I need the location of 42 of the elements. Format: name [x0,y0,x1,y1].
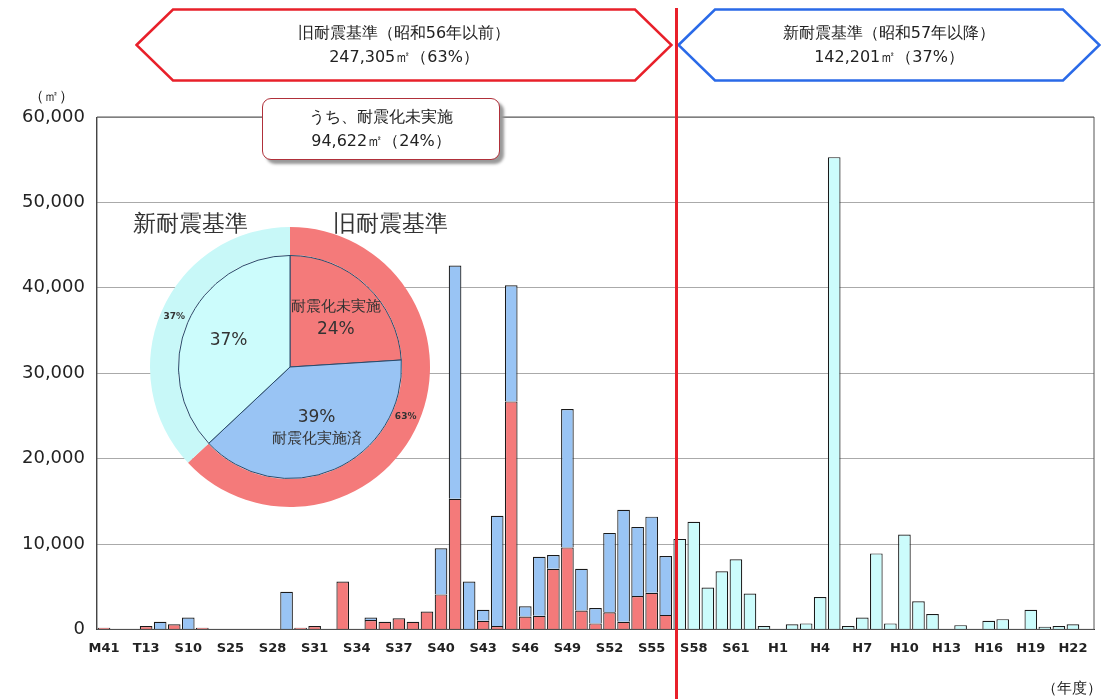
x-tick-label: S34 [343,639,371,655]
x-tick-label: S37 [385,639,413,655]
x-tick-label: T13 [132,639,160,655]
x-tick-label: H19 [1016,639,1046,655]
data-label: 37% [163,311,186,322]
y-tick-label: 30,000 [22,360,85,382]
x-tick-label: H10 [889,639,919,655]
x-tick-label: M41 [88,639,120,655]
x-tick-label: S40 [427,639,455,655]
y-tick-label: 60,000 [22,104,85,126]
data-label: 37% [209,328,248,349]
y-tick-label: 0 [73,617,85,639]
x-tick-label: S61 [722,639,750,655]
x-axis-title: （年度） [1042,679,1102,697]
x-tick-label: H1 [768,639,789,655]
y-tick-label: 40,000 [22,275,85,297]
x-tick-label: H4 [810,639,831,655]
y-axis-title: （㎡） [29,87,75,105]
x-tick-label: S55 [637,639,666,655]
x-tick-label: S28 [258,639,287,655]
x-tick-label: H16 [974,639,1004,655]
x-tick-label: H13 [932,639,962,655]
y-tick-label: 50,000 [22,190,85,212]
x-tick-label: S46 [511,639,540,655]
x-tick-label: S58 [680,639,708,655]
y-tick-label: 20,000 [22,446,85,468]
x-tick-label: S52 [595,639,624,655]
x-tick-label: S25 [216,639,245,655]
x-tick-label: H22 [1058,639,1088,655]
slice-label: 耐震化未実施 [290,297,381,316]
x-tick-label: S31 [300,639,329,655]
x-tick-label: H7 [852,639,873,655]
data-label: 24% [316,317,355,338]
slice-label: 新耐震基準 [132,209,248,236]
slice-label: 耐震化実施済 [271,429,362,448]
data-label: 63% [394,411,417,422]
x-tick-label: S10 [174,639,202,655]
y-tick-label: 10,000 [22,531,85,553]
data-label: 39% [297,405,336,426]
x-tick-label: S43 [469,639,497,655]
x-tick-label: S49 [553,639,582,655]
slice-label: 旧耐震基準 [332,209,448,236]
